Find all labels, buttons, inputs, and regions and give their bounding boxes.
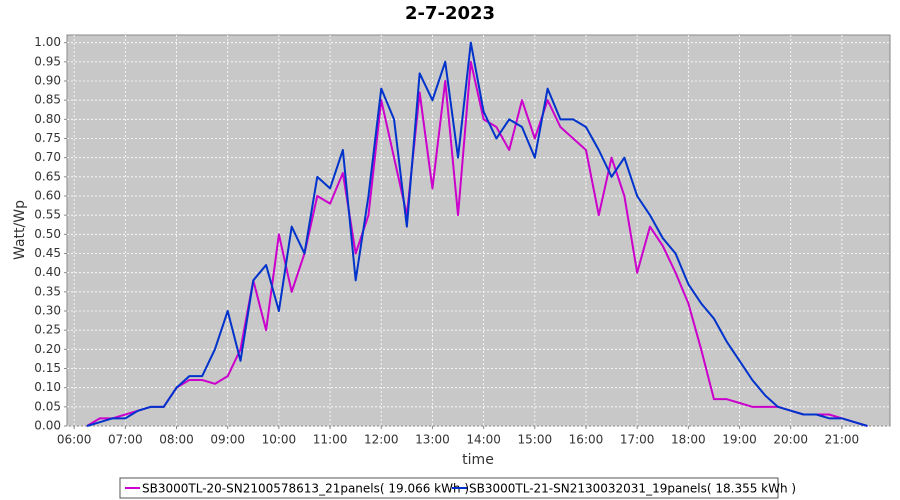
x-tick-label: 06:00 bbox=[57, 433, 92, 447]
x-tick-label: 13:00 bbox=[415, 433, 450, 447]
y-tick-label: 0.15 bbox=[34, 361, 61, 375]
y-tick-label: 0.65 bbox=[34, 169, 61, 183]
chart-title: 2-7-2023 bbox=[405, 3, 495, 24]
y-tick-label: 0.20 bbox=[34, 342, 61, 356]
y-tick-label: 0.60 bbox=[34, 189, 61, 203]
x-tick-label: 21:00 bbox=[825, 433, 860, 447]
y-tick-label: 0.55 bbox=[34, 208, 61, 222]
y-tick-label: 0.40 bbox=[34, 265, 61, 279]
y-tick-label: 0.25 bbox=[34, 323, 61, 337]
y-tick-label: 0.30 bbox=[34, 304, 61, 318]
x-tick-label: 15:00 bbox=[518, 433, 553, 447]
y-tick-label: 0.80 bbox=[34, 112, 61, 126]
x-tick-label: 08:00 bbox=[159, 433, 194, 447]
x-tick-label: 10:00 bbox=[262, 433, 297, 447]
y-axis-label: Watt/Wp bbox=[12, 200, 28, 260]
x-axis-label: time bbox=[462, 452, 494, 468]
y-tick-label: 0.85 bbox=[34, 93, 61, 107]
y-tick-label: 0.10 bbox=[34, 380, 61, 394]
legend bbox=[119, 477, 779, 499]
x-tick-label: 07:00 bbox=[108, 433, 143, 447]
series-line bbox=[86, 60, 868, 427]
y-tick-label: 0.90 bbox=[34, 74, 61, 88]
x-tick-label: 09:00 bbox=[210, 433, 245, 447]
y-tick-label: 0.95 bbox=[34, 54, 61, 68]
y-tick-label: 1.00 bbox=[34, 35, 61, 49]
y-tick-label: 0.50 bbox=[34, 227, 61, 241]
y-tick-label: 0.45 bbox=[34, 246, 61, 260]
x-tick-label: 11:00 bbox=[313, 433, 348, 447]
series-line bbox=[86, 41, 868, 427]
x-tick-label: 17:00 bbox=[620, 433, 655, 447]
x-tick-label: 20:00 bbox=[773, 433, 808, 447]
legend-label: SB3000TL-20-SN2100578613_21panels( 19.06… bbox=[142, 482, 469, 496]
y-tick-label: 0.00 bbox=[34, 419, 61, 433]
x-tick-label: 19:00 bbox=[722, 433, 757, 447]
y-tick-label: 0.05 bbox=[34, 399, 61, 413]
y-tick-label: 0.70 bbox=[34, 150, 61, 164]
x-tick-label: 12:00 bbox=[364, 433, 399, 447]
x-tick-label: 16:00 bbox=[569, 433, 604, 447]
legend-label: SB3000TL-21-SN2130032031_19panels( 18.35… bbox=[469, 482, 796, 496]
y-tick-label: 0.75 bbox=[34, 131, 61, 145]
x-tick-label: 14:00 bbox=[466, 433, 501, 447]
y-tick-label: 0.35 bbox=[34, 284, 61, 298]
x-tick-label: 18:00 bbox=[671, 433, 706, 447]
